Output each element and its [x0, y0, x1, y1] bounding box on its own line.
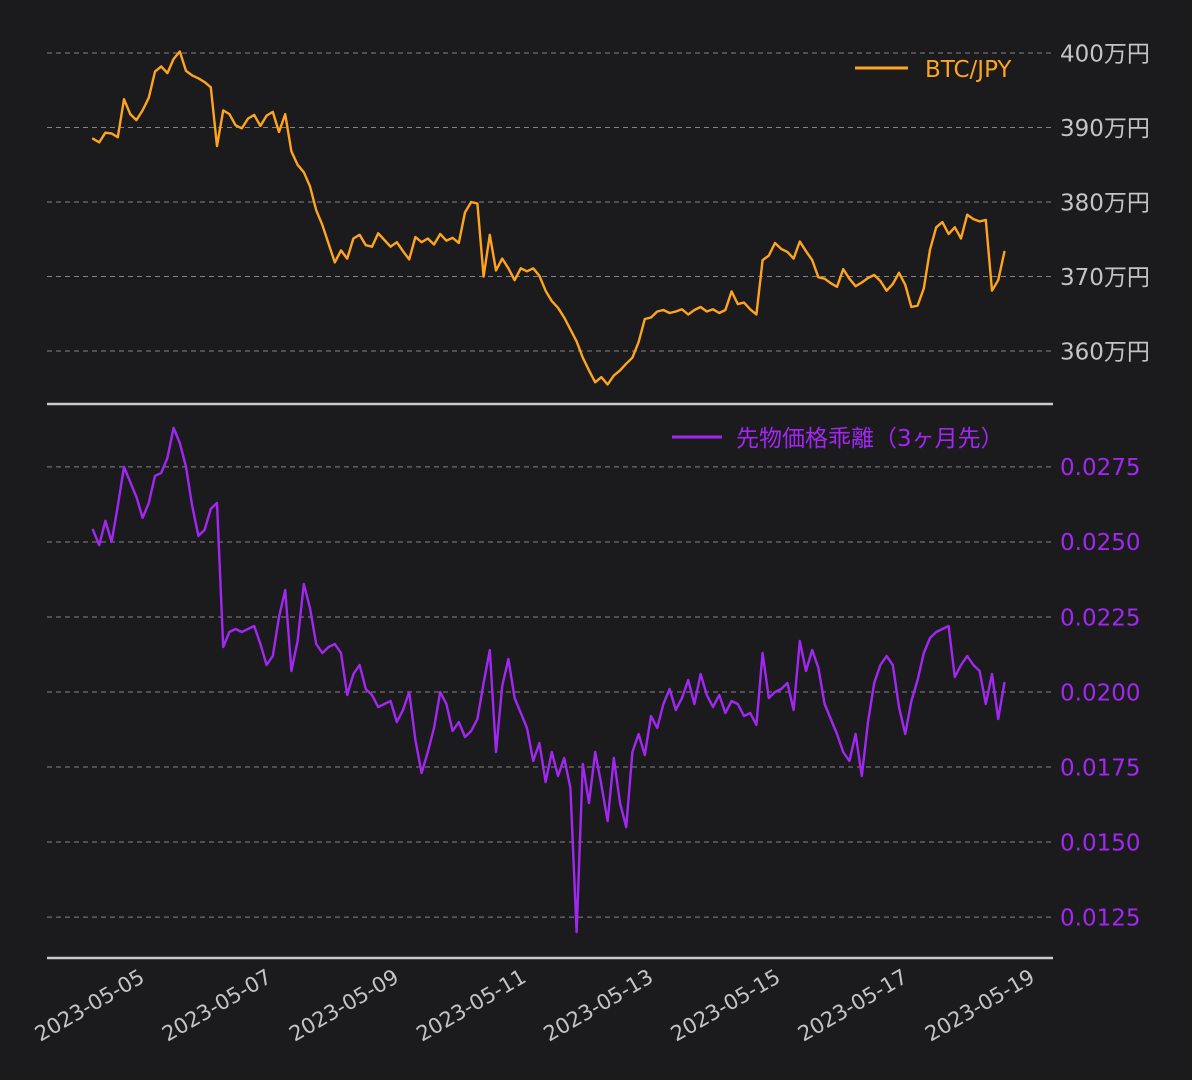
futures-deviation-ytick-label: 0.0125 — [1060, 905, 1140, 931]
futures-deviation-line — [91, 426, 1006, 934]
futures-deviation-ytick-label: 0.0175 — [1060, 755, 1140, 781]
futures-deviation-ytick-label: 0.0200 — [1060, 680, 1140, 706]
futures-deviation-ytick-label: 0.0275 — [1060, 455, 1140, 481]
btc-jpy-legend-label: BTC/JPY — [925, 57, 1012, 83]
futures-deviation-ytick-label: 0.0225 — [1060, 605, 1140, 631]
btc-jpy-ytick-label: 370万円 — [1060, 265, 1150, 291]
futures-deviation-ytick-label: 0.0150 — [1060, 830, 1140, 856]
futures-deviation-legend-label: 先物価格乖離（3ヶ月先） — [736, 426, 1004, 452]
btc-jpy-ytick-label: 390万円 — [1060, 116, 1150, 142]
btc-jpy-ytick-label: 360万円 — [1060, 339, 1150, 365]
btc-jpy-line — [91, 50, 1006, 386]
futures-deviation-ytick-label: 0.0250 — [1060, 530, 1140, 556]
btc-jpy-ytick-label: 400万円 — [1060, 41, 1150, 67]
btc-jpy-ytick-label: 380万円 — [1060, 190, 1150, 216]
